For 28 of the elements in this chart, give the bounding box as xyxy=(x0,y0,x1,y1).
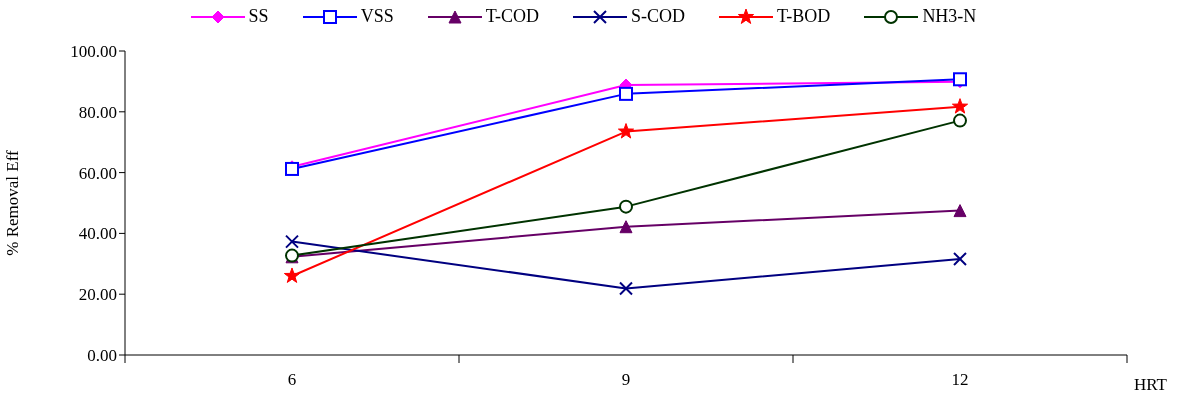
legend-label: NH3-N xyxy=(922,6,977,27)
legend-label: T-COD xyxy=(485,6,540,27)
y-tick-label: 60.00 xyxy=(78,163,117,183)
y-tick-label: 80.00 xyxy=(78,102,117,122)
point xyxy=(953,113,967,128)
legend-label: VSS xyxy=(360,6,394,27)
legend-label: SS xyxy=(248,6,269,27)
point xyxy=(619,199,633,214)
y-axis-title: % Removal Eff xyxy=(3,149,23,256)
x-tick-label: 6 xyxy=(287,370,297,389)
y-tick-label: 40.00 xyxy=(78,224,117,244)
point xyxy=(951,98,969,114)
y-tick-label: 100.00 xyxy=(70,42,117,62)
point xyxy=(619,86,633,101)
point xyxy=(285,234,299,249)
y-tick-label: 20.00 xyxy=(78,285,117,305)
legend-label: T-BOD xyxy=(777,6,831,27)
y-tick-label: 0.00 xyxy=(87,346,117,366)
point xyxy=(619,220,633,234)
x-tick-label: 9 xyxy=(621,370,631,389)
legend-label: S-COD xyxy=(631,6,686,27)
point xyxy=(619,281,633,296)
point xyxy=(953,251,967,266)
point xyxy=(283,267,301,283)
x-tick-label: 12 xyxy=(951,370,969,389)
point xyxy=(617,123,635,139)
point xyxy=(953,204,967,218)
x-axis-title: HRT xyxy=(1134,375,1168,394)
